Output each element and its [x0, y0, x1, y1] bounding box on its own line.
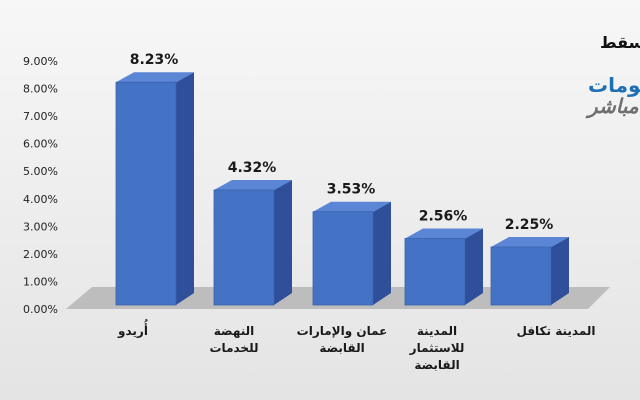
bar-data-label: 8.23% [130, 52, 179, 68]
y-tick-label: 4.00% [23, 193, 58, 206]
y-tick-label: 8.00% [23, 83, 58, 96]
bar [490, 237, 569, 306]
x-category-label: المدينة للاستثمار القابضة [409, 324, 465, 372]
y-axis: 0.00% 1.00% 2.00% 3.00% 4.00% 5.00% 6.00% 7.00%… [23, 55, 58, 316]
bar-top [491, 237, 569, 247]
x-category-label: عمان والإمارات القابضة [297, 324, 388, 355]
bar-front [213, 189, 275, 306]
y-tick-label: 6.00% [23, 138, 58, 151]
category-labels: أُريدو النهضة للخدمات عمان والإمارات القابضة… [117, 319, 595, 372]
y-tick-label: 7.00% [23, 110, 58, 123]
bar-front [490, 246, 552, 306]
x-category-label: النهضة للخدمات [210, 324, 259, 355]
bar-front [312, 211, 374, 306]
y-tick-label: 3.00% [23, 220, 58, 233]
logo-line-2: مباشر [585, 94, 639, 119]
bar [213, 179, 292, 306]
y-tick-label: 5.00% [23, 165, 58, 178]
bar-side [465, 228, 483, 305]
y-tick-label: 9.00% [23, 55, 58, 68]
bar-top [214, 179, 292, 190]
logo-line-1: معلومات [588, 73, 640, 97]
bar [312, 201, 391, 306]
bar-side [373, 201, 391, 305]
y-tick-label: 1.00% [23, 275, 58, 288]
bar-top [313, 201, 391, 212]
bar-side [551, 237, 569, 305]
logo: معلومات مباشر [585, 73, 640, 119]
y-tick-label: 2.00% [23, 248, 58, 261]
bar-top [116, 72, 194, 83]
bar [404, 228, 483, 306]
bar-top [405, 228, 483, 239]
bar-data-label: 2.25% [505, 217, 554, 233]
bar-front [115, 81, 177, 306]
bar-data-label: 4.32% [228, 160, 277, 176]
chart-title: أكثر 5 أسهم رابحة ببورصة مسقط [600, 32, 640, 52]
bar [115, 72, 194, 306]
x-category-label: أُريدو [117, 319, 148, 339]
bar-data-label: 3.53% [327, 182, 376, 198]
x-category-label: المدينة تكافل [516, 324, 595, 338]
bar-side [176, 72, 194, 306]
bar-side [274, 179, 292, 305]
bar-data-label: 2.56% [419, 208, 468, 224]
bars-group: 8.23% 4.32% 3.53% 2.56% 2.25% [115, 52, 569, 306]
bar-front [404, 238, 466, 306]
y-tick-label: 0.00% [23, 303, 58, 316]
